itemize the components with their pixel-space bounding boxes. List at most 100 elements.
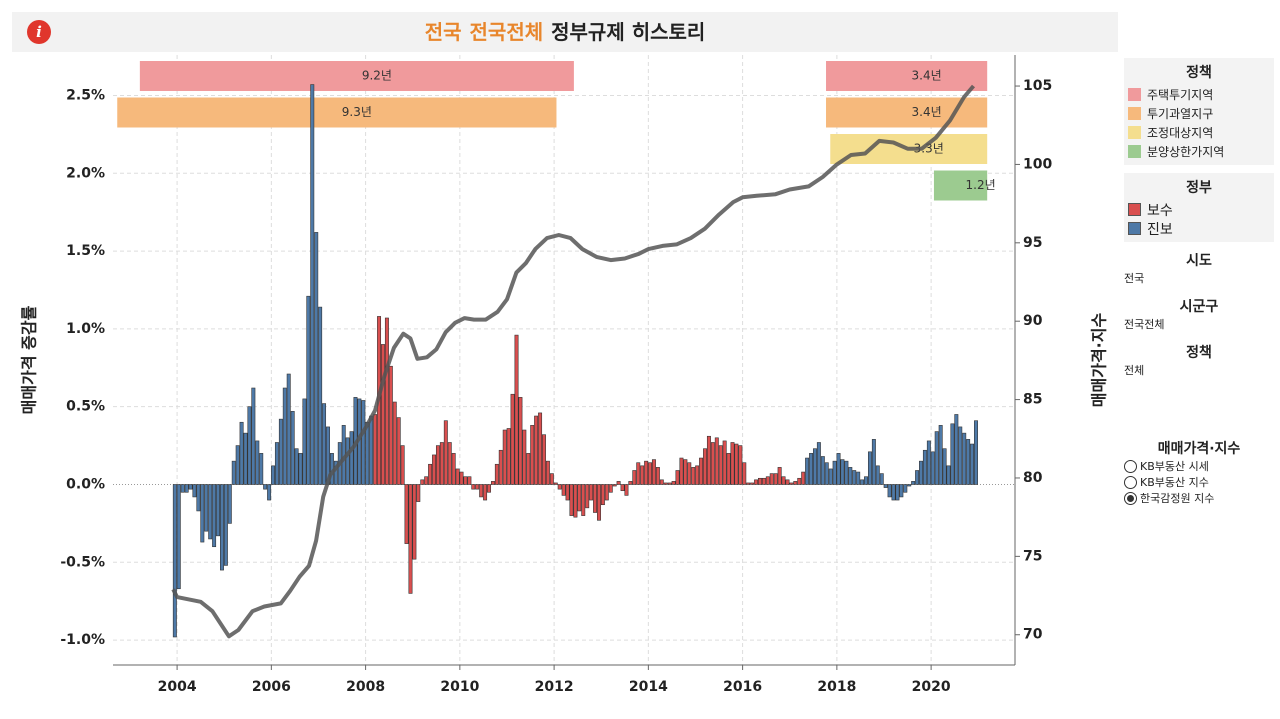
legend-swatch (1128, 145, 1141, 158)
bar (797, 477, 802, 485)
bar (180, 484, 185, 493)
legend-swatch (1128, 222, 1141, 235)
bar (561, 484, 566, 496)
bar (746, 482, 751, 485)
bar (801, 471, 806, 485)
bar (200, 484, 205, 543)
bar (545, 460, 550, 485)
bar (573, 484, 578, 518)
legend-swatch (1128, 107, 1141, 120)
bar (703, 448, 707, 485)
bar (373, 414, 378, 485)
bar (286, 373, 291, 485)
bar (231, 460, 236, 485)
y-tick-label: 2.5% (66, 87, 105, 103)
bar (974, 420, 978, 485)
y2-tick-label: 105 (1023, 78, 1052, 94)
bar (919, 460, 923, 485)
radio-label: KB부동산 시세 (1140, 460, 1209, 473)
bar (789, 482, 794, 485)
bar (216, 484, 220, 537)
bar (318, 306, 323, 485)
bar (498, 449, 503, 485)
filter-value: 전체 (1124, 364, 1145, 377)
radio-button[interactable] (1124, 491, 1137, 505)
bar (683, 459, 688, 485)
bar (184, 484, 189, 493)
bar (659, 479, 664, 485)
y-tick-label: 0.0% (66, 476, 105, 492)
bar (691, 467, 696, 485)
bar (593, 484, 597, 513)
bar (636, 462, 641, 485)
bar (946, 465, 951, 485)
bar (420, 479, 425, 485)
x-tick-label: 2006 (252, 679, 291, 695)
bar (475, 484, 480, 490)
bar (883, 484, 888, 488)
bar (679, 457, 684, 485)
policy-duration: 3.4년 (912, 105, 942, 119)
policy-span (933, 170, 988, 201)
legend-swatch (1128, 203, 1141, 216)
policy-duration: 1.2년 (966, 178, 996, 192)
bar (255, 440, 260, 485)
bar (612, 484, 617, 487)
bar (954, 414, 959, 485)
bar (860, 479, 865, 485)
bar (176, 484, 181, 590)
bar (805, 457, 810, 485)
radio-button[interactable] (1124, 459, 1137, 473)
legend-item: 조정대상지역 (1128, 123, 1270, 142)
bar (754, 479, 759, 485)
legend-item: 주택투기지역 (1128, 85, 1270, 104)
radio-button[interactable] (1124, 475, 1137, 489)
y-tick-label: 0.5% (66, 399, 105, 415)
bar (388, 365, 393, 485)
policy-span (139, 61, 574, 91)
bar (223, 484, 228, 566)
radio-option[interactable]: KB부동산 시세 (1124, 458, 1274, 474)
y2-tick-label: 70 (1023, 627, 1043, 643)
bar (887, 484, 892, 498)
bar (726, 453, 731, 485)
radio-option[interactable]: 한국감정원 지수 (1124, 490, 1274, 506)
bar (899, 484, 904, 498)
bar (966, 439, 971, 485)
bar (852, 470, 857, 485)
legend-item: 진보 (1128, 219, 1270, 238)
radio-option[interactable]: KB부동산 지수 (1124, 474, 1274, 490)
bar (188, 484, 193, 490)
bar (361, 400, 366, 485)
y2-tick-label: 75 (1023, 548, 1042, 564)
x-tick-label: 2004 (158, 679, 197, 695)
legend-label: 보수 (1147, 202, 1173, 219)
bar (306, 295, 311, 485)
bar (259, 453, 264, 485)
policy-duration: 3.4년 (912, 69, 942, 83)
bar (557, 484, 562, 490)
info-icon[interactable] (27, 20, 51, 44)
legend-label: 주택투기지역 (1147, 88, 1214, 102)
bar (471, 484, 476, 490)
bar (220, 484, 224, 571)
bar (577, 484, 582, 512)
bar (565, 484, 570, 501)
bar (247, 406, 252, 485)
bar (239, 421, 244, 485)
bar (227, 484, 232, 524)
radio-label: 한국감정원 지수 (1140, 492, 1215, 505)
bar (463, 476, 468, 485)
legend-swatch (1128, 88, 1141, 101)
bar (235, 445, 240, 485)
bar (298, 453, 303, 485)
filter-title: 시도 (1186, 253, 1212, 269)
sidebar: 정책 주택투기지역 투기과열지구 조정대상지역 분양상한가지역 정부 보수 진보 시도 전… (1124, 58, 1274, 506)
bar (695, 465, 700, 485)
bar (777, 467, 782, 485)
bar (875, 465, 880, 485)
legend-title: 정책 (1186, 65, 1212, 81)
bar (820, 456, 825, 485)
bar (534, 415, 539, 485)
